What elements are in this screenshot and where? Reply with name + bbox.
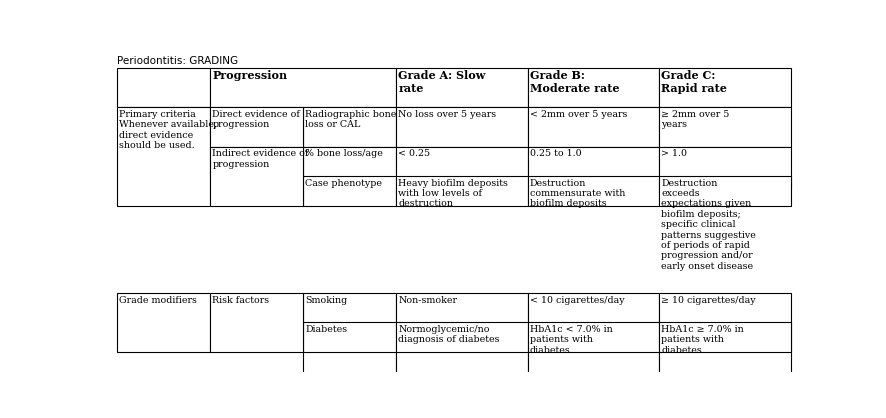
- Text: HbA1c < 7.0% in
patients with
diabetes: HbA1c < 7.0% in patients with diabetes: [530, 325, 612, 354]
- Text: Destruction
exceeds
expectations given
biofilm deposits;
specific clinical
patte: Destruction exceeds expectations given b…: [661, 178, 757, 271]
- Text: Grade modifiers: Grade modifiers: [120, 296, 198, 305]
- Text: % bone loss/age: % bone loss/age: [306, 149, 384, 158]
- Text: Non-smoker: Non-smoker: [399, 296, 457, 305]
- Bar: [527, 107, 659, 147]
- Text: Periodontitis: GRADING: Periodontitis: GRADING: [117, 56, 238, 66]
- Bar: [396, 293, 527, 410]
- Bar: [117, 293, 210, 352]
- Bar: [303, 323, 396, 352]
- Bar: [659, 323, 791, 352]
- Text: 0.25 to 1.0: 0.25 to 1.0: [530, 149, 581, 158]
- Text: < 2mm over 5 years: < 2mm over 5 years: [530, 110, 627, 119]
- Bar: [303, 293, 396, 410]
- Text: Grade C:
Rapid rate: Grade C: Rapid rate: [661, 70, 727, 94]
- Text: Grade B:
Moderate rate: Grade B: Moderate rate: [530, 70, 619, 94]
- Bar: [396, 147, 527, 186]
- Bar: [396, 107, 527, 147]
- Text: < 10 cigarettes/day: < 10 cigarettes/day: [530, 296, 625, 305]
- Bar: [210, 147, 303, 206]
- Bar: [659, 176, 791, 206]
- Bar: [396, 176, 527, 206]
- Bar: [527, 147, 659, 186]
- Text: Direct evidence of
progression: Direct evidence of progression: [213, 110, 300, 129]
- Text: Diabetes: Diabetes: [306, 325, 347, 334]
- Bar: [659, 68, 791, 107]
- Bar: [659, 293, 791, 410]
- Bar: [117, 107, 210, 206]
- Text: < 0.25: < 0.25: [399, 149, 431, 158]
- Bar: [396, 68, 527, 107]
- Bar: [303, 176, 396, 206]
- Bar: [527, 293, 659, 410]
- Text: Progression: Progression: [213, 70, 287, 81]
- Bar: [210, 107, 303, 147]
- Bar: [527, 68, 659, 107]
- Bar: [396, 323, 527, 352]
- Text: Destruction
commensurate with
biofilm deposits: Destruction commensurate with biofilm de…: [530, 178, 626, 208]
- Text: No loss over 5 years: No loss over 5 years: [399, 110, 496, 119]
- Text: Radiographic bone
loss or CAL: Radiographic bone loss or CAL: [306, 110, 397, 129]
- Bar: [210, 293, 303, 352]
- Text: Grade A: Slow
rate: Grade A: Slow rate: [399, 70, 486, 94]
- Bar: [659, 147, 791, 186]
- Text: Smoking: Smoking: [306, 296, 347, 305]
- Text: ≥ 10 cigarettes/day: ≥ 10 cigarettes/day: [661, 296, 756, 305]
- Bar: [210, 68, 396, 107]
- Text: ≥ 2mm over 5
years: ≥ 2mm over 5 years: [661, 110, 730, 129]
- Bar: [527, 323, 659, 352]
- Bar: [527, 176, 659, 206]
- Bar: [303, 147, 396, 186]
- Bar: [117, 68, 210, 107]
- Bar: [303, 107, 396, 147]
- Text: Case phenotype: Case phenotype: [306, 178, 383, 188]
- Text: > 1.0: > 1.0: [661, 149, 688, 158]
- Text: Risk factors: Risk factors: [213, 296, 269, 305]
- Text: Normoglycemic/no
diagnosis of diabetes: Normoglycemic/no diagnosis of diabetes: [399, 325, 500, 344]
- Text: HbA1c ≥ 7.0% in
patients with
diabetes: HbA1c ≥ 7.0% in patients with diabetes: [661, 325, 744, 354]
- Text: Primary criteria
Whenever available,
direct evidence
should be used.: Primary criteria Whenever available, dir…: [120, 110, 217, 150]
- Text: Heavy biofilm deposits
with low levels of
destruction: Heavy biofilm deposits with low levels o…: [399, 178, 509, 208]
- Bar: [659, 107, 791, 147]
- Text: Indirect evidence of
progression: Indirect evidence of progression: [213, 149, 308, 169]
